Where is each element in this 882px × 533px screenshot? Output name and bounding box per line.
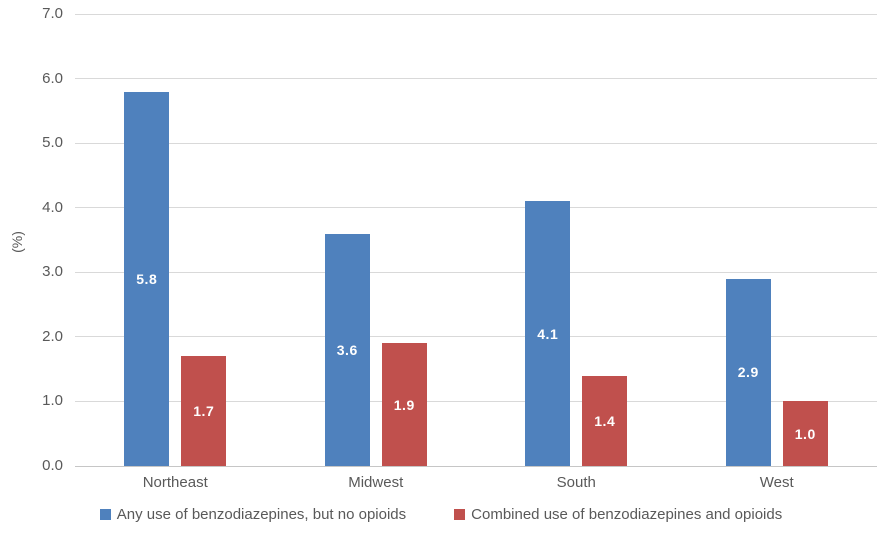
gridline — [75, 336, 877, 338]
legend-item: Any use of benzodiazepines, but no opioi… — [99, 506, 407, 523]
gridline — [75, 78, 877, 80]
bar-value-label: 2.9 — [737, 364, 759, 381]
x-category-label: West — [759, 474, 794, 491]
y-tick-label: 7.0 — [42, 5, 63, 22]
x-category-label: South — [556, 474, 596, 491]
bar-value-label: 1.4 — [594, 412, 616, 429]
y-tick-label: 3.0 — [42, 263, 63, 281]
gridline — [75, 400, 877, 402]
bar-value-label: 1.7 — [193, 403, 215, 420]
y-tick-label: 5.0 — [42, 134, 63, 152]
y-tick-label: 1.0 — [42, 392, 63, 410]
bar-value-label: 5.8 — [136, 270, 158, 287]
legend-label: Any use of benzodiazepines, but no opioi… — [116, 506, 407, 523]
bar-series1: 5.8 — [124, 91, 170, 466]
gridline — [75, 142, 877, 144]
bar-series1: 4.1 — [525, 201, 571, 466]
x-category-label: Northeast — [142, 474, 208, 491]
bar-series1: 3.6 — [324, 233, 370, 466]
y-tick-label: 6.0 — [42, 69, 63, 87]
gridline — [75, 13, 877, 15]
plot-area: 5.8 1.7 3.6 1.9 4.1 1.4 2.9 1.0 — [75, 13, 877, 467]
bar-series2: 1.0 — [782, 401, 828, 466]
bar-series2: 1.9 — [381, 343, 427, 466]
y-tick-label: 0.0 — [42, 457, 63, 474]
gridline — [75, 207, 877, 209]
bar-value-label: 4.1 — [537, 325, 559, 342]
x-category-label: Midwest — [348, 474, 404, 491]
bar-series1: 2.9 — [725, 278, 771, 466]
gridline — [75, 271, 877, 273]
bar-value-label: 1.9 — [393, 396, 415, 413]
legend-swatch — [99, 509, 111, 520]
gridline — [75, 465, 877, 467]
bar-series2: 1.4 — [582, 375, 628, 466]
legend-swatch — [454, 509, 466, 520]
legend-item: Combined use of benzodiazepines and opio… — [454, 506, 782, 523]
legend: Any use of benzodiazepines, but no opioi… — [0, 506, 882, 523]
y-tick-label: 2.0 — [42, 327, 63, 345]
bar-value-label: 1.0 — [794, 425, 816, 442]
y-axis-title: (%) — [8, 231, 25, 253]
legend-label: Combined use of benzodiazepines and opio… — [471, 506, 783, 523]
y-tick-label: 4.0 — [42, 198, 63, 216]
bar-series2: 1.7 — [181, 356, 227, 466]
bar-value-label: 3.6 — [336, 341, 358, 358]
